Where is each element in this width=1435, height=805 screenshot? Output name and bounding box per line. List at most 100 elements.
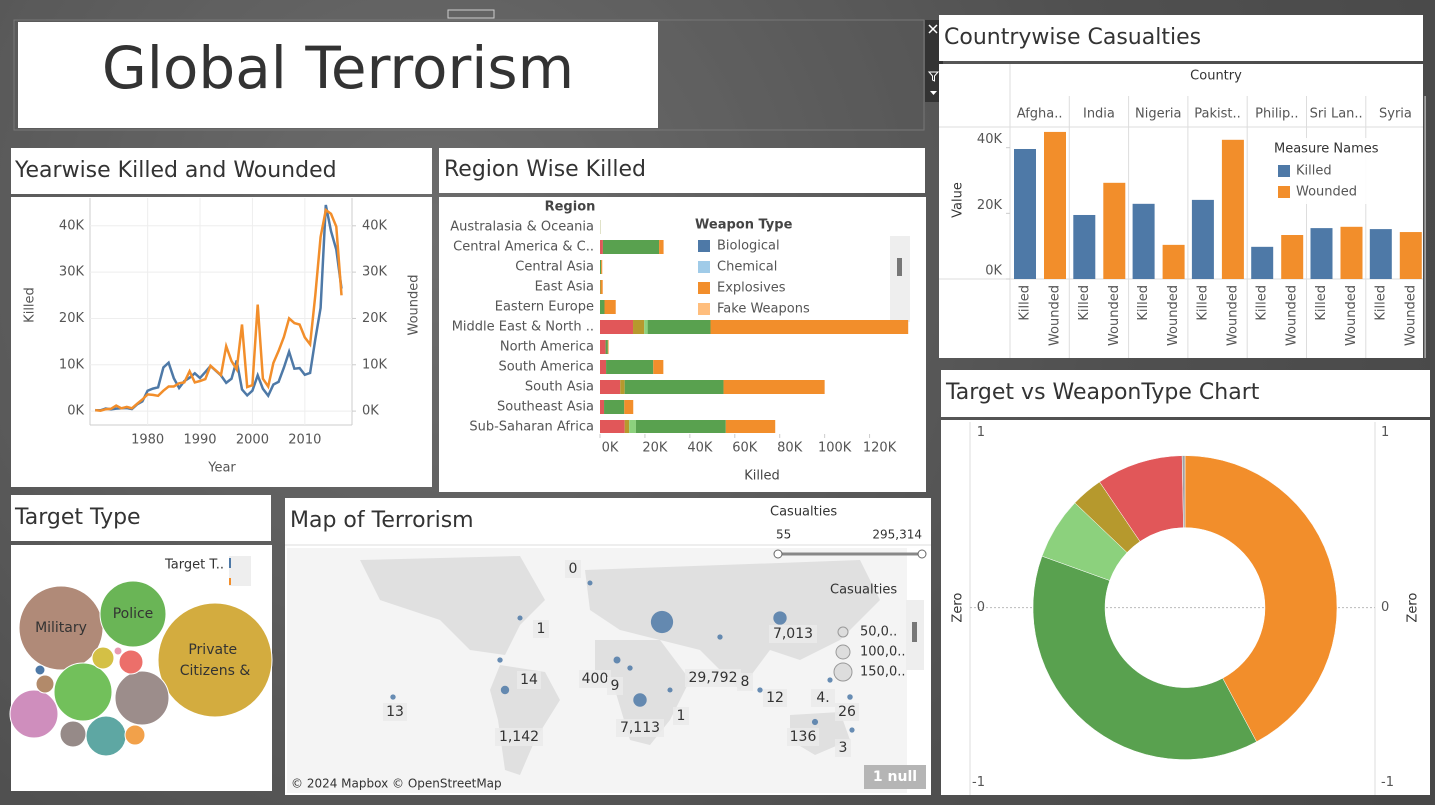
y-tick-label: 1 [977,425,985,440]
scroll-thumb[interactable] [912,622,917,642]
land [360,556,545,655]
bubble [114,670,170,726]
bar-segment [653,360,664,374]
bar [1340,226,1363,279]
bar-segment [605,340,608,354]
y2-tick-label: 20K [362,311,388,326]
bar-segment [604,300,616,314]
legend-label: Fake Weapons [717,302,810,317]
bar [1162,244,1185,279]
legend-swatch [698,240,710,252]
map-point [773,611,787,625]
y-tick-label: Southeast Asia [497,400,594,415]
chart-title: Map of Terrorism [290,508,474,533]
x-tick-label: Wounded [1403,285,1418,346]
label-bg [565,560,581,578]
bar [1132,203,1155,279]
map-point [811,718,819,726]
donut-slice [1032,555,1257,760]
x-tick-label: Wounded [1107,285,1122,346]
y-tick-label: 10K [59,357,85,372]
bar-segment [600,280,603,294]
bar-segment [633,320,645,334]
map-label: 0 [569,561,578,577]
y2-tick-label: -1 [1381,775,1394,790]
scroll-thumb[interactable] [897,258,902,276]
x-tick-label: 60K [732,441,758,456]
map-label: 12 [766,690,784,706]
y-axis-title: Killed [23,287,38,323]
category-label: Afgha.. [1017,107,1063,122]
label-bg [607,677,623,695]
null-badge-bg[interactable] [864,765,926,789]
x-tick-label: 1990 [183,433,216,448]
bubble [35,674,55,694]
bar-segment [644,320,648,334]
bar-segment [601,260,603,274]
bubble [113,646,123,656]
x-tick-label: 20K [642,441,668,456]
x-tick-label: Wounded [1285,285,1300,346]
x-axis-title: Killed [744,469,780,484]
x-tick-label: 2010 [288,433,321,448]
legend-title: Weapon Type [695,218,793,233]
x-tick-label: Wounded [1166,285,1181,346]
map-point [627,665,633,671]
bubble [118,649,144,675]
x-tick-label: Killed [1018,285,1033,321]
slider-handle[interactable] [917,549,927,559]
map-label: 9 [611,678,620,694]
y2-tick-label: 30K [362,265,388,280]
bar-segment [624,400,634,414]
bar-segment [600,240,603,254]
chart-title: Target Type [14,505,141,530]
y-tick-label: Eastern Europe [495,300,594,315]
header-label: Region [545,200,596,215]
donut-slice [1184,455,1338,743]
legend-swatch [698,261,710,273]
y-tick-label: 40K [59,218,85,233]
y-tick-label: South America [498,360,594,375]
panel-title-bg [11,495,271,541]
label-line: Private [188,642,241,658]
bar-segment [600,340,606,354]
legend-label: Killed [1296,164,1332,179]
filter-icon[interactable] [927,71,940,82]
map-label: 8 [741,674,750,690]
y-axis-title: Value [951,182,966,218]
scrollbar[interactable] [890,236,910,322]
x-tick-label: Wounded [1048,285,1063,346]
category-label: Syria [1379,107,1412,122]
drag-handle[interactable] [447,9,495,19]
close-icon[interactable] [928,24,938,34]
bar-segment [659,240,664,254]
y-tick-label: South Asia [525,380,594,395]
menu-icon[interactable] [930,91,937,95]
null-badge: 1 null [873,769,917,785]
filter-min: 55 [776,528,791,542]
bar-segment [600,300,605,314]
legend-label: Chemical [717,260,777,275]
x-tick-label: Wounded [1225,285,1240,346]
bar-segment [635,420,726,433]
map-label: 3 [839,740,848,756]
legend-label: 100,0.. [860,645,905,660]
land [585,560,880,690]
slider-handle[interactable] [773,549,783,559]
bubble-label: Police [113,606,154,622]
label-bg [835,739,851,757]
legend-scroll[interactable] [229,556,251,586]
y-tick-label: 20K [977,198,1003,213]
map-label: 7,113 [620,720,660,736]
map-point [517,615,523,621]
category-label: Pakist.. [1194,107,1241,122]
y-tick-label: Central America & C.. [453,240,594,255]
category-label: Sri Lan.. [1310,107,1363,122]
map-point [613,656,621,664]
label-bg [616,719,664,737]
bar-segment [600,360,607,374]
y2-tick-label: 40K [362,218,388,233]
bar-segment [710,320,909,334]
legend-bg [690,214,885,318]
bubble [34,664,46,676]
